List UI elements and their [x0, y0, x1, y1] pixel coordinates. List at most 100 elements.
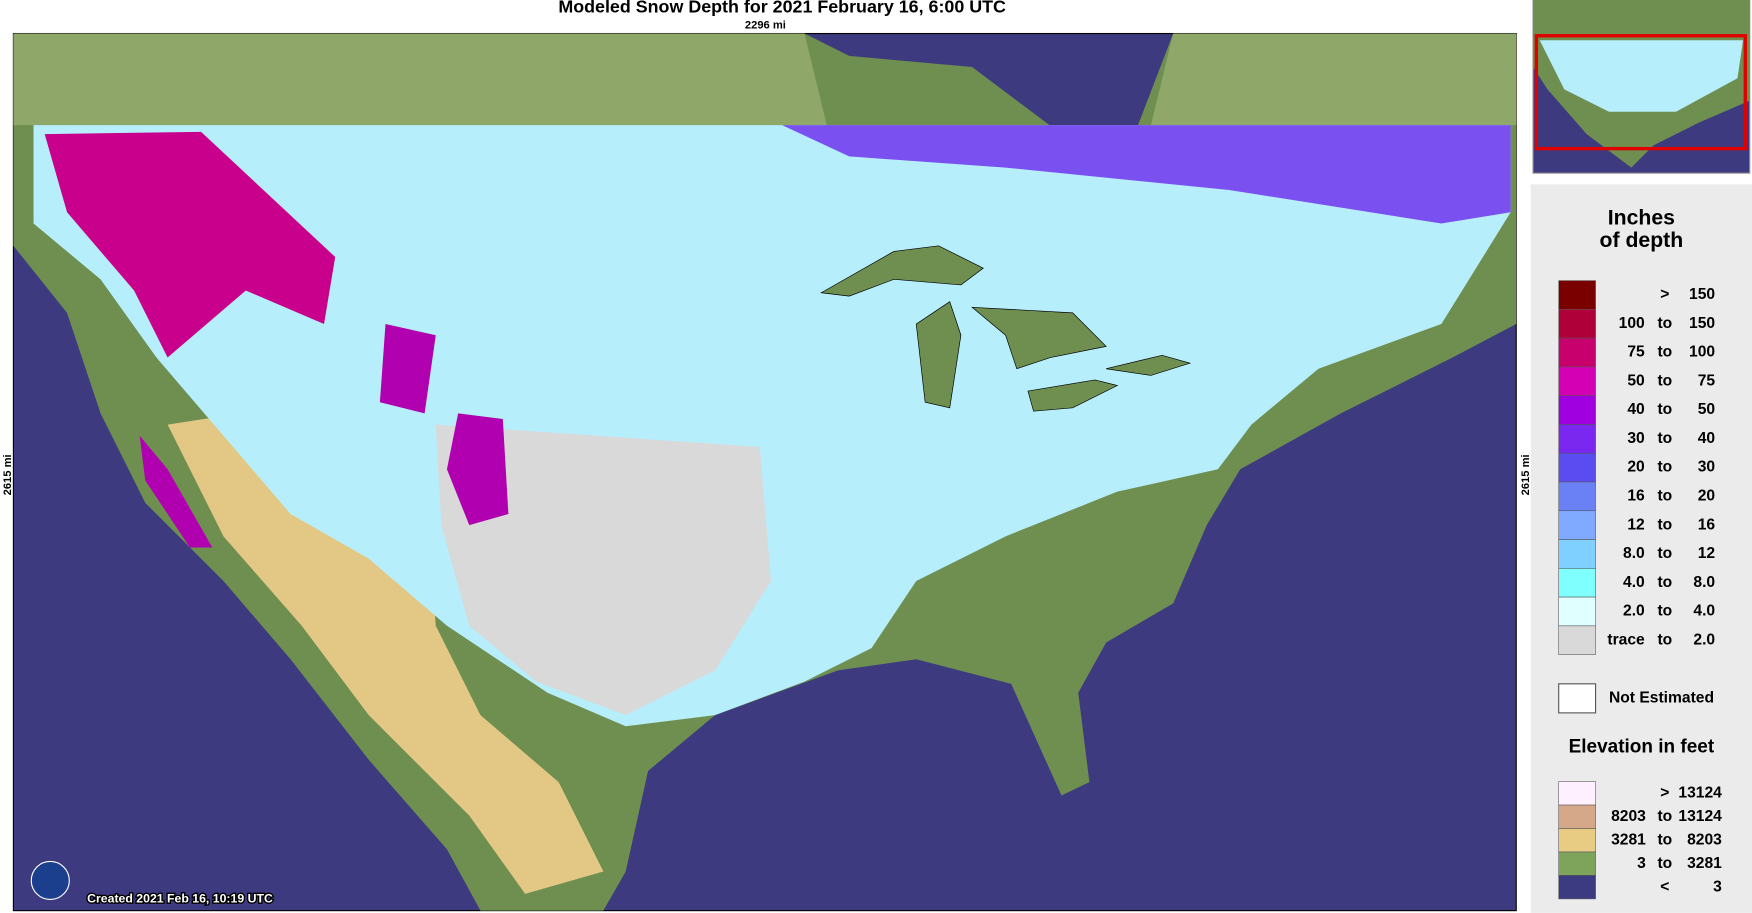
height-scale: 2615 mi [2, 454, 14, 495]
legend-from: 8203 [1611, 808, 1646, 825]
legend-to: 40 [1698, 430, 1716, 447]
great-lakes [915, 301, 962, 409]
deep-snow [139, 435, 213, 548]
deep-snow [782, 125, 1511, 224]
legend-swatch [1558, 395, 1596, 425]
legend-to: 20 [1698, 488, 1716, 505]
legend-swatch [1558, 781, 1596, 806]
legend-sep: to [1657, 631, 1672, 648]
trace-snow [435, 424, 771, 716]
legend-sep: to [1657, 545, 1672, 562]
legend-title: of depth [1600, 229, 1684, 252]
legend-sep: to [1657, 831, 1672, 848]
desert [167, 402, 604, 894]
legend-sep: to [1657, 372, 1672, 389]
legend-swatch [1558, 539, 1596, 569]
legend-to: 3 [1713, 878, 1722, 895]
legend-to: 150 [1689, 286, 1715, 303]
legend-swatch [1558, 828, 1596, 853]
legend-swatch [1558, 510, 1596, 540]
great-lakes [1106, 354, 1192, 376]
deep-snow [446, 413, 509, 526]
width-scale: 2296 mi [745, 20, 786, 32]
legend-swatch [1558, 424, 1596, 454]
legend-to: 50 [1698, 401, 1716, 418]
legend-swatch [1558, 596, 1596, 627]
minimap-frame [1534, 34, 1747, 151]
legend-sep: to [1657, 344, 1672, 361]
legend-swatch [1558, 366, 1596, 396]
legend-to: 30 [1698, 459, 1716, 476]
legend-to: 16 [1698, 516, 1716, 533]
legend-swatch [1558, 804, 1596, 829]
legend-sep: to [1657, 855, 1672, 872]
legend-sep: to [1657, 488, 1672, 505]
legend-from: 16 [1627, 488, 1645, 505]
legend-sep: to [1657, 603, 1672, 620]
legend-sep: to [1657, 401, 1672, 418]
great-lakes [820, 245, 984, 297]
legend-swatch [1558, 309, 1596, 339]
great-lakes [1027, 379, 1119, 412]
legend-sep: > [1660, 784, 1669, 801]
legend-to: 8203 [1687, 831, 1722, 848]
legend-sep: to [1657, 459, 1672, 476]
legend-swatch [1558, 683, 1597, 714]
legend-swatch [1558, 280, 1596, 310]
legend-sep: to [1657, 808, 1672, 825]
legend-swatch [1558, 337, 1596, 368]
created-stamp: Created 2021 Feb 16, 10:19 UTC [87, 892, 273, 906]
legend-sep: to [1657, 315, 1672, 332]
land-upper [13, 33, 827, 126]
legend-swatch [1558, 851, 1596, 876]
legend-sep: to [1657, 430, 1672, 447]
legend-from: 3281 [1611, 831, 1646, 848]
legend-to: 4.0 [1693, 603, 1715, 620]
legend-swatch [1558, 481, 1596, 512]
height-scale: 2615 mi [1520, 454, 1532, 495]
great-lakes [971, 306, 1107, 370]
legend-from: 2.0 [1623, 603, 1645, 620]
legend-swatch [1558, 625, 1596, 655]
legend-from: 75 [1627, 344, 1645, 361]
legend-from: 40 [1627, 401, 1645, 418]
legend-from: 3 [1637, 855, 1646, 872]
legend-from: 30 [1627, 430, 1645, 447]
legend: Inches of depth Elevation in feet >150 10… [1530, 184, 1752, 913]
deep-snow [379, 324, 436, 414]
legend-from: 20 [1627, 459, 1645, 476]
legend-from: 12 [1627, 516, 1645, 533]
land-upper [1150, 33, 1517, 126]
legend-from: 100 [1619, 315, 1645, 332]
legend-swatch [1558, 452, 1596, 483]
map-title: Modeled Snow Depth for 2021 February 16,… [558, 0, 1006, 17]
legend-to: 8.0 [1693, 574, 1715, 591]
legend-title: Elevation in feet [1569, 737, 1715, 758]
minimap-snow [1539, 40, 1744, 112]
legend-to: 150 [1689, 315, 1715, 332]
legend-sep: > [1660, 286, 1669, 303]
legend-sep: to [1657, 516, 1672, 533]
legend-sep: to [1657, 574, 1672, 591]
minimap [1532, 0, 1751, 174]
legend-to: 13124 [1678, 808, 1722, 825]
legend-from: trace [1607, 631, 1645, 648]
snow-cover [33, 125, 1511, 727]
legend-label: Not Estimated [1609, 689, 1714, 706]
map: Created 2021 Feb 16, 10:19 UTC [12, 32, 1517, 912]
legend-to: 3281 [1687, 855, 1722, 872]
noaa-logo [30, 860, 70, 901]
legend-to: 13124 [1678, 784, 1722, 801]
legend-swatch [1558, 568, 1596, 598]
legend-from: 8.0 [1623, 545, 1645, 562]
legend-to: 2.0 [1693, 631, 1715, 648]
legend-from: 50 [1627, 372, 1645, 389]
legend-swatch [1558, 875, 1596, 900]
legend-to: 75 [1698, 372, 1716, 389]
legend-to: 100 [1689, 344, 1715, 361]
legend-from: 4.0 [1623, 574, 1645, 591]
deep-snow [44, 131, 336, 358]
legend-to: 12 [1698, 545, 1716, 562]
legend-sep: < [1660, 878, 1669, 895]
